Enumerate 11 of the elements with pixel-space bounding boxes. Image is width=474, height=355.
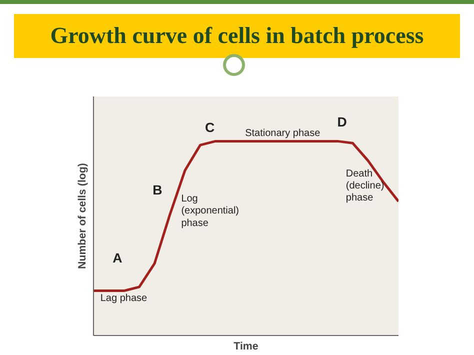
text: C — [205, 120, 216, 136]
annotation: Death (decline) phase — [346, 168, 384, 204]
text: D — [337, 114, 348, 130]
annotation: Lag phase — [100, 293, 148, 304]
chart-title: Growth curve of cells in batch process — [14, 14, 460, 58]
y-axis-title: Number of cells (log) — [76, 162, 88, 269]
text: Stationary phase — [245, 128, 321, 139]
annotation: B — [152, 182, 163, 198]
annotation: A — [112, 250, 123, 266]
x-axis-title: Time — [234, 340, 258, 352]
annotation: Log (exponential) phase — [181, 194, 239, 229]
